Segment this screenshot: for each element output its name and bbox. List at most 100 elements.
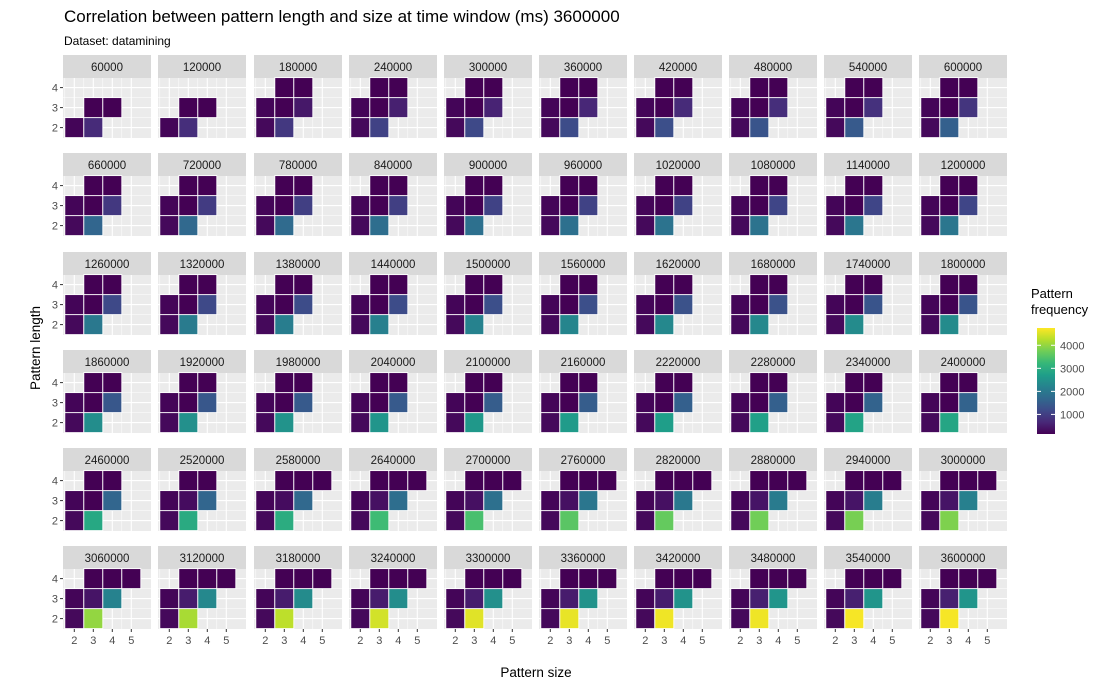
heatmap-tile xyxy=(445,510,466,532)
heatmap-tile xyxy=(654,392,675,414)
heatmap-tile xyxy=(768,568,789,590)
chart-subtitle: Dataset: datamining xyxy=(64,34,171,48)
heatmap-tile xyxy=(920,215,941,237)
facet-strip xyxy=(349,55,437,78)
facet-strip xyxy=(349,350,437,373)
facet-panel: 1680000 xyxy=(729,252,817,336)
facet-label: 3180000 xyxy=(276,553,321,565)
heatmap-tile xyxy=(159,490,180,512)
facet-label: 120000 xyxy=(183,62,221,74)
heatmap-tile xyxy=(83,470,104,492)
heatmap-tile xyxy=(293,77,314,99)
heatmap-tile xyxy=(483,392,504,414)
heatmap-tile xyxy=(559,568,580,590)
x-tick-label: 2 xyxy=(357,635,363,647)
heatmap-tile xyxy=(863,470,884,492)
heatmap-tile xyxy=(464,294,485,316)
x-tick-label: 3 xyxy=(376,635,382,647)
heatmap-tile xyxy=(654,274,675,296)
heatmap-tile xyxy=(83,117,104,139)
facet-label: 2700000 xyxy=(466,455,511,467)
facet-label: 2640000 xyxy=(371,455,416,467)
x-tick-label: 3 xyxy=(185,635,191,647)
heatmap-tile xyxy=(958,490,979,512)
facet-strip xyxy=(349,153,437,176)
facet-strip xyxy=(919,153,1007,176)
heatmap-tile xyxy=(844,77,865,99)
heatmap-tile xyxy=(597,470,618,492)
facet-panel: 600000 xyxy=(919,55,1007,139)
heatmap-tile xyxy=(407,568,428,590)
facet-strip xyxy=(634,55,722,78)
facet-panel: 1320000 xyxy=(158,252,246,336)
facet-label: 3360000 xyxy=(561,553,606,565)
facet-label: 1920000 xyxy=(180,357,225,369)
heatmap-tile xyxy=(369,117,390,139)
heatmap-tile xyxy=(578,97,599,119)
heatmap-tile xyxy=(578,294,599,316)
heatmap-tile xyxy=(920,117,941,139)
facet-strip xyxy=(824,350,912,373)
heatmap-tile xyxy=(178,412,199,434)
heatmap-tile xyxy=(445,117,466,139)
facet-panel: 3300000 2 3 4 5 xyxy=(444,546,532,647)
heatmap-tile xyxy=(274,412,295,434)
heatmap-tile xyxy=(673,490,694,512)
heatmap-tile xyxy=(274,294,295,316)
heatmap-tile xyxy=(654,510,675,532)
x-tick-label: 4 xyxy=(109,635,115,647)
facet-label: 240000 xyxy=(374,62,412,74)
facet-label: 840000 xyxy=(374,160,412,172)
heatmap-tile xyxy=(635,195,656,217)
heatmap-tile xyxy=(159,195,180,217)
facet-label: 1680000 xyxy=(751,259,796,271)
heatmap-tile xyxy=(178,294,199,316)
heatmap-tile xyxy=(559,392,580,414)
x-tick-label: 2 xyxy=(262,635,268,647)
heatmap-tile xyxy=(159,588,180,610)
heatmap-tile xyxy=(178,608,199,630)
facet-label: 3540000 xyxy=(846,553,891,565)
facet-strip xyxy=(919,350,1007,373)
heatmap-tile xyxy=(958,372,979,394)
facet-panel: 1740000 xyxy=(824,252,912,336)
heatmap-tile xyxy=(102,372,123,394)
heatmap-tile xyxy=(749,77,770,99)
heatmap-tile xyxy=(388,490,409,512)
heatmap-tile xyxy=(197,392,218,414)
facet-panel: 3060000 2 3 4 2 3 4 5 xyxy=(52,546,151,647)
x-tick-label: 2 xyxy=(166,635,172,647)
heatmap-tile xyxy=(483,175,504,197)
heatmap-tile xyxy=(768,294,789,316)
heatmap-tile xyxy=(293,372,314,394)
x-tick-label: 5 xyxy=(414,635,420,647)
heatmap-tile xyxy=(121,568,142,590)
heatmap-tile xyxy=(83,294,104,316)
heatmap-tile xyxy=(83,412,104,434)
heatmap-tile xyxy=(350,608,371,630)
facet-panel: 2100000 xyxy=(444,350,532,434)
heatmap-tile xyxy=(559,470,580,492)
heatmap-tile xyxy=(102,392,123,414)
y-tick-label: 3 xyxy=(52,201,58,213)
x-tick-label: 2 xyxy=(832,635,838,647)
heatmap-tile xyxy=(197,470,218,492)
heatmap-tile xyxy=(255,215,276,237)
heatmap-tile xyxy=(730,608,751,630)
heatmap-tile xyxy=(844,568,865,590)
heatmap-tile xyxy=(844,608,865,630)
facet-panel: 240000 xyxy=(349,55,437,139)
facet-panel: 3000000 xyxy=(919,448,1007,532)
heatmap-tile xyxy=(483,372,504,394)
heatmap-tile xyxy=(540,97,561,119)
heatmap-tile xyxy=(388,470,409,492)
heatmap-tile xyxy=(159,392,180,414)
heatmap-tile xyxy=(483,588,504,610)
heatmap-tile xyxy=(350,215,371,237)
heatmap-tile xyxy=(749,215,770,237)
heatmap-tile xyxy=(749,372,770,394)
heatmap-tile xyxy=(559,412,580,434)
heatmap-tile xyxy=(369,195,390,217)
heatmap-tile xyxy=(369,294,390,316)
y-tick-label: 3 xyxy=(52,496,58,508)
